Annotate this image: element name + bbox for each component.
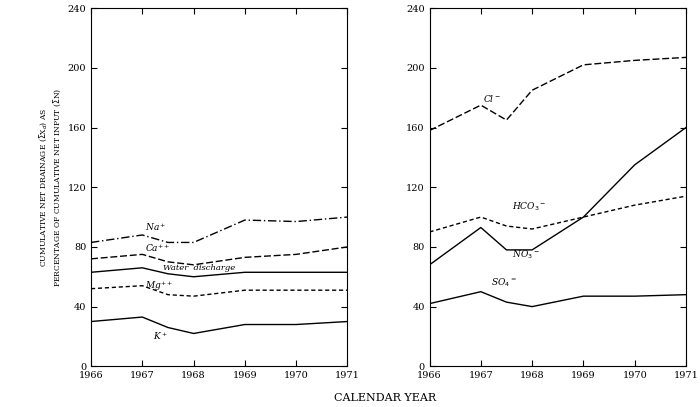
- Text: K$^+$: K$^+$: [153, 330, 167, 342]
- Text: Water  discharge: Water discharge: [163, 264, 235, 272]
- Text: Na$^+$: Na$^+$: [145, 222, 166, 234]
- Text: Cl$^-$: Cl$^-$: [484, 93, 501, 104]
- Text: NO$_3$$^-$: NO$_3$$^-$: [512, 248, 539, 261]
- Y-axis label: CUMULATIVE NET DRAINAGE ($\Sigma$X$_d$) AS
PERCENTAGE OF CUMULATIVE NET INPUT ($: CUMULATIVE NET DRAINAGE ($\Sigma$X$_d$) …: [36, 88, 63, 287]
- Text: CALENDAR YEAR: CALENDAR YEAR: [334, 393, 436, 403]
- Text: Mg$^{++}$: Mg$^{++}$: [145, 280, 173, 293]
- Text: HCO$_3$$^-$: HCO$_3$$^-$: [512, 200, 546, 212]
- Text: Ca$^{++}$: Ca$^{++}$: [145, 243, 170, 254]
- Text: SO$_4$$^=$: SO$_4$$^=$: [491, 276, 517, 289]
